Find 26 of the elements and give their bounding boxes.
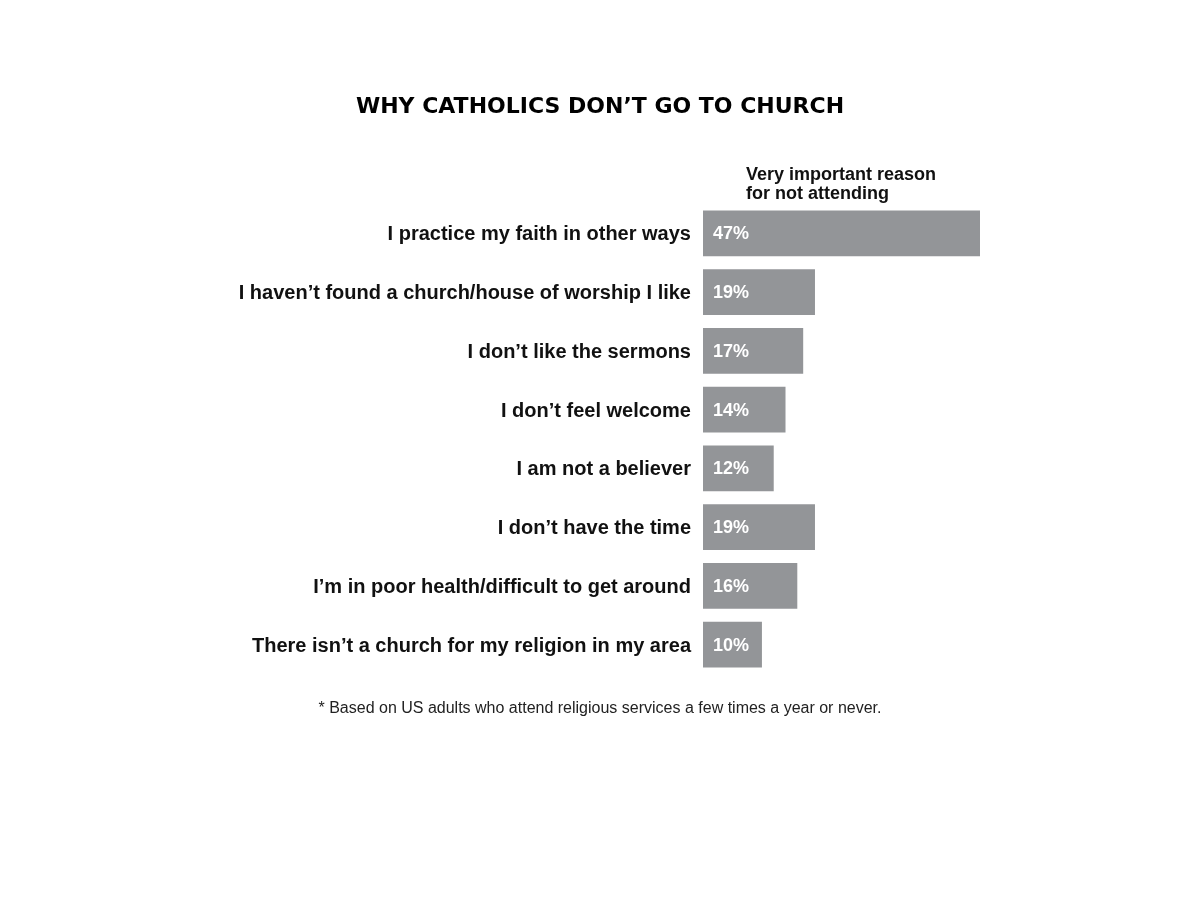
y-tick-label: I haven’t found a church/house of worship I like <box>238 281 691 304</box>
bar <box>703 327 804 374</box>
y-tick-label: I don’t have the time <box>497 516 691 539</box>
data-label: 17% <box>713 340 750 361</box>
bar <box>703 269 815 316</box>
y-tick-label: I don’t like the sermons <box>467 339 691 362</box>
text: * Based on US adults who attend religious services a few times a year or never. <box>318 698 882 716</box>
chart-subtitle: Very important reason for not attending <box>746 163 942 203</box>
y-tick-label: I practice my faith in other ways <box>387 222 691 245</box>
bar <box>703 504 815 551</box>
data-label: 10% <box>713 634 750 655</box>
bar <box>703 562 798 609</box>
chart-title: WHY CATHOLICS DON’T GO TO CHURCH <box>355 92 845 118</box>
bar <box>703 210 980 257</box>
bar <box>703 386 786 433</box>
y-tick-label: I am not a believer <box>516 457 692 480</box>
data-label: 14% <box>713 399 750 420</box>
data-label: 16% <box>713 575 750 596</box>
bar <box>703 445 774 492</box>
data-label: 12% <box>713 458 750 479</box>
y-tick-label: I’m in poor health/difficult to get around <box>313 574 691 597</box>
data-label: 19% <box>713 282 750 303</box>
y-tick-label: There isn’t a church for my religion in my area <box>251 633 692 656</box>
y-tick-label: I don’t feel welcome <box>500 398 691 421</box>
data-label: 19% <box>713 517 750 538</box>
data-label: 47% <box>713 223 750 244</box>
